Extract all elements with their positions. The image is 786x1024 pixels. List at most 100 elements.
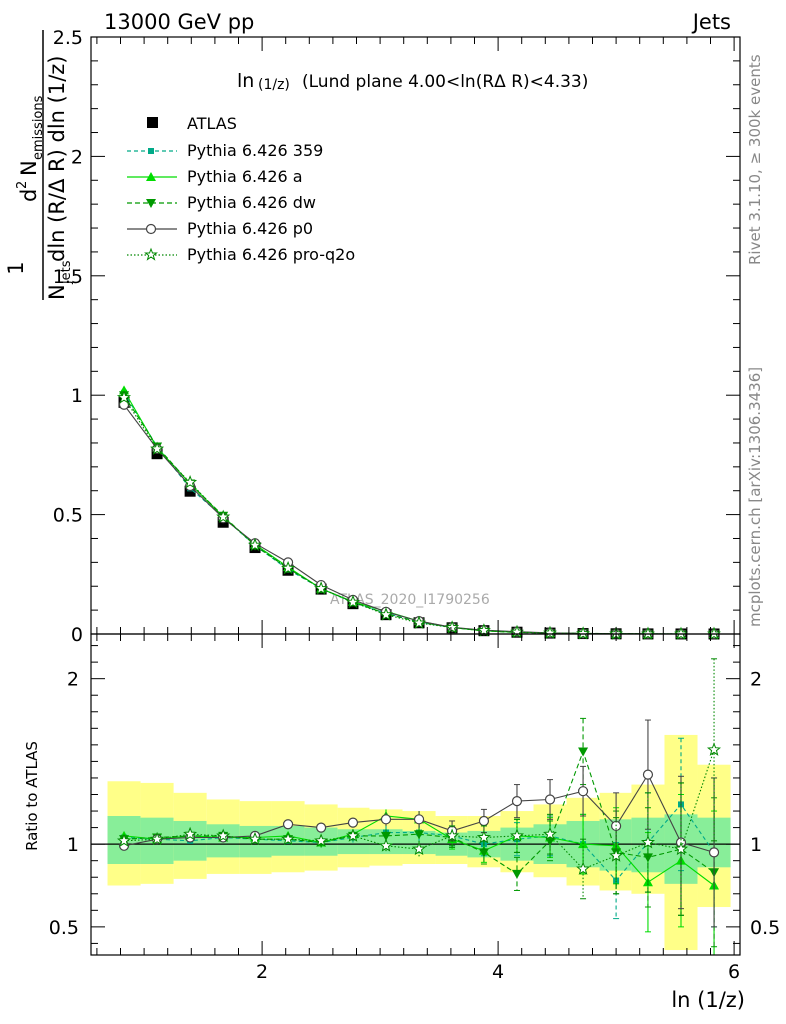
title-sub: (1/z) [258, 77, 290, 93]
ratio-panel: 2 4 6 0.5 0.5 1 1 2 2 [49, 633, 780, 983]
legend-label-359: Pythia 6.426 359 [187, 141, 323, 160]
plot-title: ln (1/z) (Lund plane 4.00<ln(RΔ R)<4.33) [237, 70, 588, 93]
ratio-point [150, 831, 165, 846]
main-ytick-label: 0 [71, 624, 83, 646]
ylabel-num-N: N [17, 160, 41, 176]
ratio-point [316, 822, 327, 833]
main-ytick-label: 1 [71, 385, 83, 407]
ratio-point [379, 838, 393, 852]
main-point [641, 626, 656, 640]
main-point [150, 441, 165, 455]
legend-label-atlas: ATLAS [187, 114, 237, 133]
main-point [183, 475, 198, 489]
legend-label-a: Pythia 6.426 a [187, 167, 303, 186]
ratio-point [642, 853, 653, 863]
main-point [445, 620, 460, 634]
ratio-point [543, 826, 557, 841]
title-main: ln [237, 70, 254, 92]
ratio-ytick-label-right: 1 [750, 834, 762, 856]
mcplots-ref: mcplots.cern.ch [arXiv:1306.3436] [746, 367, 764, 627]
legend-marker-dw [146, 199, 156, 208]
main-point [411, 615, 426, 630]
legend-label-dw: Pythia 6.426 dw [187, 193, 316, 212]
ratio-point [216, 828, 231, 842]
main-point [216, 509, 231, 523]
legend-marker-atlas [147, 117, 158, 128]
ratio-point [510, 828, 524, 842]
main-point [576, 626, 591, 640]
legend-entry-359: Pythia 6.426 359 [127, 141, 323, 160]
legend-entry-q2o: Pythia 6.426 pro-q2o [127, 245, 355, 264]
xlabel: ln (1/z) [671, 988, 745, 1012]
ratio-point [511, 869, 522, 879]
header-jets: Jets [691, 10, 731, 34]
ratio-point [577, 786, 589, 797]
ratio-point [576, 861, 591, 875]
ylabel-den-rest: dln (R/Δ R) dln (1/z) [45, 55, 69, 262]
ylabel-den-sub: jets [59, 260, 74, 285]
rivet-version: Rivet 3.1.10, ≥ 300k events [746, 54, 764, 265]
ratio-point [346, 828, 361, 842]
ylabel-one: 1 [4, 261, 28, 274]
ratio-point [674, 841, 688, 856]
ratio-point [545, 836, 556, 846]
ratio-ytick-label: 2 [67, 669, 79, 691]
main-ytick-label: 0.5 [53, 505, 83, 527]
main-ytick-label: 1.5 [53, 266, 83, 288]
legend: ATLAS Pythia 6.426 359 Pythia 6.426 a Py… [127, 114, 355, 264]
ratio-ytick-label: 1 [67, 834, 79, 856]
legend-marker-a [146, 172, 156, 181]
legend-marker-p0 [145, 223, 157, 235]
ratio-point [116, 833, 131, 847]
main-point [248, 537, 262, 552]
main-point [116, 390, 131, 404]
x-tick-label: 6 [728, 961, 740, 983]
ratio-point [641, 835, 656, 849]
ratio-point [411, 841, 426, 856]
main-ylabel: 1 d 2 N emissions N jets dln (R/Δ R) dln… [4, 30, 74, 300]
ylabel-num-d: d [17, 189, 41, 202]
ratio-ytick-label-right: 0.5 [750, 917, 780, 939]
x-tick-label: 4 [492, 961, 504, 983]
main-point [379, 607, 393, 621]
ylabel-num-exp: 2 [15, 181, 30, 189]
ratio-ytick-label-right: 2 [750, 669, 762, 691]
ratio-point [544, 794, 556, 805]
legend-marker-q2o [144, 247, 158, 261]
ratio-point [642, 769, 654, 780]
legend-label-q2o: Pythia 6.426 pro-q2o [187, 245, 355, 264]
ratio-point [413, 814, 425, 825]
ratio-point [445, 828, 460, 842]
ratio-point [708, 847, 720, 858]
main-point [281, 560, 296, 575]
legend-label-p0: Pythia 6.426 p0 [187, 219, 313, 238]
legend-entry-a: Pythia 6.426 a [127, 167, 303, 186]
ratio-ylabel: Ratio to ATLAS [23, 741, 41, 851]
title-rest: (Lund plane 4.00<ln(RΔ R)<4.33) [302, 72, 588, 92]
ratio-point [381, 831, 391, 841]
ratio-point [478, 848, 489, 858]
ratio-point [511, 796, 523, 807]
ratio-point [706, 742, 721, 756]
ratio-point [478, 815, 490, 827]
main-point [346, 594, 361, 609]
ratio-ytick-label: 0.5 [49, 917, 79, 939]
ratio-point [314, 833, 329, 847]
ratio-point [282, 819, 294, 830]
analysis-watermark: ATLAS_2020_I1790256 [330, 592, 490, 608]
ylabel-den-N: N [45, 284, 69, 300]
main-ytick-label: 2 [71, 146, 83, 168]
ratio-point [609, 848, 624, 862]
legend-entry-p0: Pythia 6.426 p0 [127, 219, 313, 238]
ratio-point [183, 826, 198, 841]
main-ytick-label: 2.5 [53, 27, 83, 49]
ratio-point [380, 814, 392, 825]
main-point [314, 581, 329, 595]
header-energy: 13000 GeV pp [104, 10, 254, 34]
x-tick-label: 2 [256, 961, 268, 983]
legend-entry-atlas: ATLAS [147, 114, 237, 133]
ratio-point [248, 831, 262, 846]
ratio-point [347, 817, 359, 828]
ratio-point [281, 831, 296, 846]
